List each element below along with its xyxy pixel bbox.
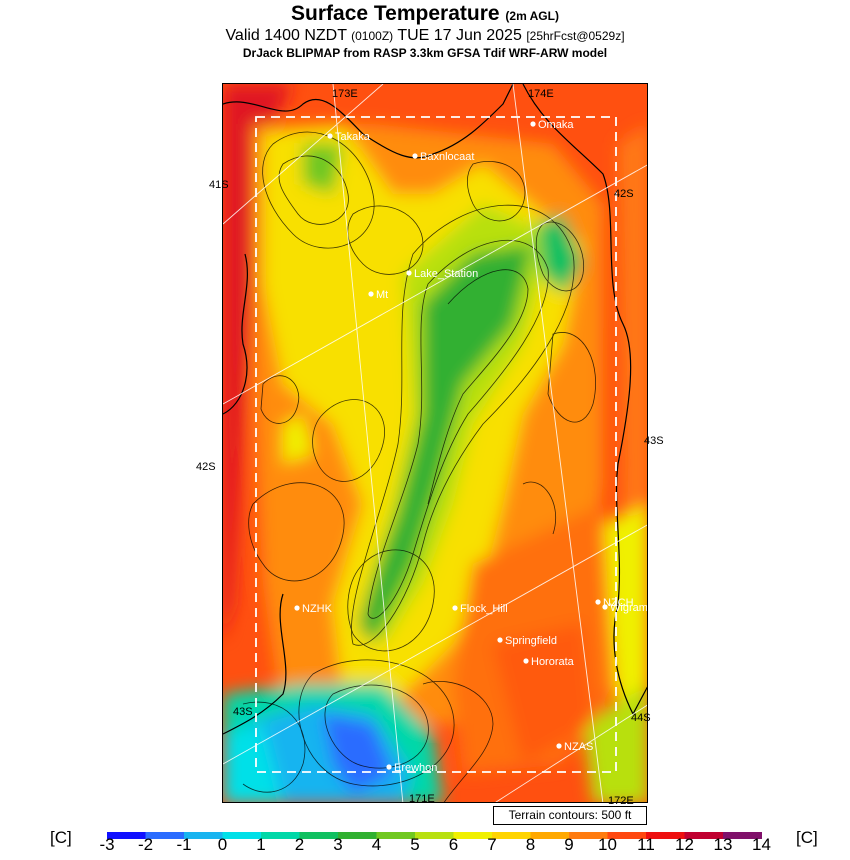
colorbar-segment <box>684 832 724 839</box>
colorbar-tick-label: 2 <box>294 835 305 854</box>
colorbar-tick-label: 3 <box>333 835 343 854</box>
graticule <box>223 84 647 802</box>
colorbar-segment <box>338 832 377 839</box>
place-label-lake_station: Lake_Station <box>414 268 478 280</box>
place-dot-erewhon <box>386 764 392 770</box>
graticule-label: 43S <box>644 435 664 447</box>
place-label-erewhon: Erewhon <box>394 762 437 774</box>
colorbar-tick-label: -1 <box>176 835 192 854</box>
colorbar-segment <box>145 832 185 839</box>
colorbar-segment <box>607 832 647 839</box>
temperature-field <box>223 84 647 802</box>
place-dot-mt <box>368 291 374 297</box>
colorbar-segment <box>184 832 223 839</box>
colorbar-tick-label: 4 <box>371 835 382 854</box>
map-svg: Takaka Baxnlocaat Omaka Lake_Station Mt NZHK F… <box>223 84 647 802</box>
colorbar-segment <box>261 832 300 839</box>
colorbar-segment <box>376 832 416 839</box>
place-dot-wigram <box>602 604 608 610</box>
graticule-label: 41S <box>209 179 229 191</box>
graticule-label: 44S <box>631 712 651 724</box>
forecast-tag: [25hrFcst@0529z] <box>526 29 625 43</box>
graticule-label: 174E <box>528 88 554 100</box>
chart-title: Surface Temperature (2m AGL) <box>0 2 850 26</box>
graticule-label: 42S <box>196 461 216 473</box>
colorbar-tick-label: 5 <box>410 835 420 854</box>
valid-prefix: Valid 1400 NZDT <box>225 27 347 44</box>
colorbar-tick-label: 12 <box>675 835 694 854</box>
colorbar-tick-label: 9 <box>564 835 574 854</box>
graticule-label: 43S <box>233 706 253 718</box>
colorbar-svg <box>107 832 762 839</box>
place-dot-nzch <box>595 599 601 605</box>
colorbar-segment <box>646 832 685 839</box>
model-line: DrJack BLIPMAP from RASP 3.3km GFSA Tdif… <box>242 46 608 60</box>
colorbar-tick-label: 13 <box>713 835 733 854</box>
place-dot-lake_station <box>406 270 412 276</box>
place-dot-takaka <box>327 133 333 139</box>
title-main: Surface Temperature <box>291 2 500 25</box>
place-label-baxnlocaat: Baxnlocaat <box>420 151 474 163</box>
place-dot-nzhk <box>294 605 300 611</box>
colorbar-tick-label: 10 <box>598 835 617 854</box>
domain-box <box>255 116 617 773</box>
colorbar-segment <box>222 832 262 839</box>
place-dot-hororata <box>523 658 529 664</box>
place-label-nzch: NZCH <box>603 597 634 609</box>
colorbar-tick-label: 6 <box>448 835 459 854</box>
graticule-label: 42S <box>614 188 634 200</box>
place-label-hororata: Hororata <box>531 656 575 668</box>
terrain-contours-note: Terrain contours: 500 ft <box>493 806 647 825</box>
place-label-wigram: Wigram <box>610 602 648 614</box>
colorbar <box>107 828 764 846</box>
terrain-contours <box>242 131 596 802</box>
colorbar-tick-label: 0 <box>217 835 228 854</box>
graticule-label: 173E <box>332 88 358 100</box>
colorbar-segment <box>492 832 531 839</box>
place-label-mt: Mt <box>376 289 388 301</box>
place-dot-baxnlocaat <box>412 153 418 159</box>
place-dot-nzas <box>556 743 562 749</box>
graticule-label: 171E <box>409 793 435 805</box>
colorbar-segment <box>569 832 608 839</box>
colorbar-unit-right: [C] <box>796 828 818 847</box>
place-label-takaka: Takaka <box>335 131 371 143</box>
colorbar-segment <box>453 832 493 839</box>
colorbar-segment <box>299 832 339 839</box>
colorbar-tick-label: 14 <box>752 835 771 854</box>
colorbar-tick-label: -3 <box>99 835 115 854</box>
place-label-flock_hill: Flock_Hill <box>460 603 508 615</box>
temperature-map[interactable]: Takaka Baxnlocaat Omaka Lake_Station Mt NZHK F… <box>222 83 648 803</box>
place-markers: Takaka Baxnlocaat Omaka Lake_Station Mt NZHK F… <box>294 119 647 774</box>
place-label-springfield: Springfield <box>505 635 557 647</box>
colorbar-tick-label: 7 <box>487 835 497 854</box>
graticule-label: 172E <box>608 795 634 807</box>
title-sub: (2m AGL) <box>505 9 559 23</box>
valid-utc: (0100Z) <box>351 29 394 43</box>
valid-date: TUE 17 Jun 2025 <box>397 27 522 44</box>
colorbar-tick-label: -2 <box>137 835 154 854</box>
place-label-omaka: Omaka <box>538 119 574 131</box>
colorbar-tick-label: 11 <box>637 835 655 854</box>
colorbar-segment <box>107 832 146 839</box>
place-dot-omaka <box>530 121 536 127</box>
place-dot-flock_hill <box>452 605 458 611</box>
colorbar-segment <box>415 832 454 839</box>
colorbar-segment <box>723 832 762 839</box>
colorbar-tick-label: 1 <box>256 835 266 854</box>
place-label-nzas: NZAS <box>564 741 593 753</box>
valid-line: Valid 1400 NZDT (0100Z) TUE 17 Jun 2025 … <box>0 27 850 45</box>
colorbar-tick-label: 8 <box>525 835 536 854</box>
colorbar-unit-left: [C] <box>50 828 72 847</box>
place-label-nzhk: NZHK <box>302 603 333 615</box>
place-dot-springfield <box>497 637 503 643</box>
colorbar-segment <box>530 832 570 839</box>
